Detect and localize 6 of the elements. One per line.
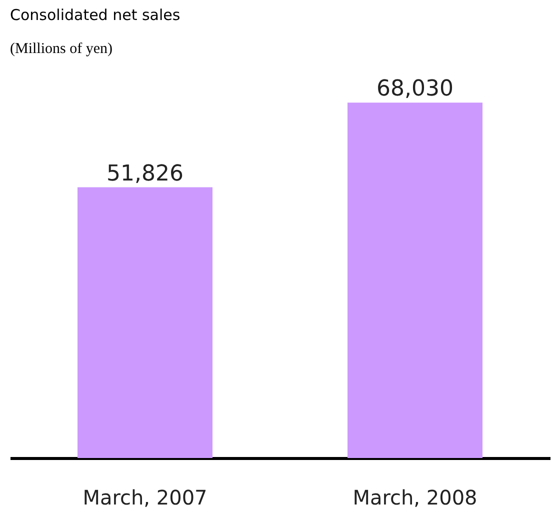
data-label: 68,030 xyxy=(376,76,454,102)
x-tick-label: March, 2007 xyxy=(82,486,208,510)
chart-title: Consolidated net sales xyxy=(10,6,180,24)
x-tick-label: March, 2008 xyxy=(352,486,478,510)
data-label: 51,826 xyxy=(106,161,184,186)
chart-subtitle: (Millions of yen) xyxy=(10,41,112,57)
